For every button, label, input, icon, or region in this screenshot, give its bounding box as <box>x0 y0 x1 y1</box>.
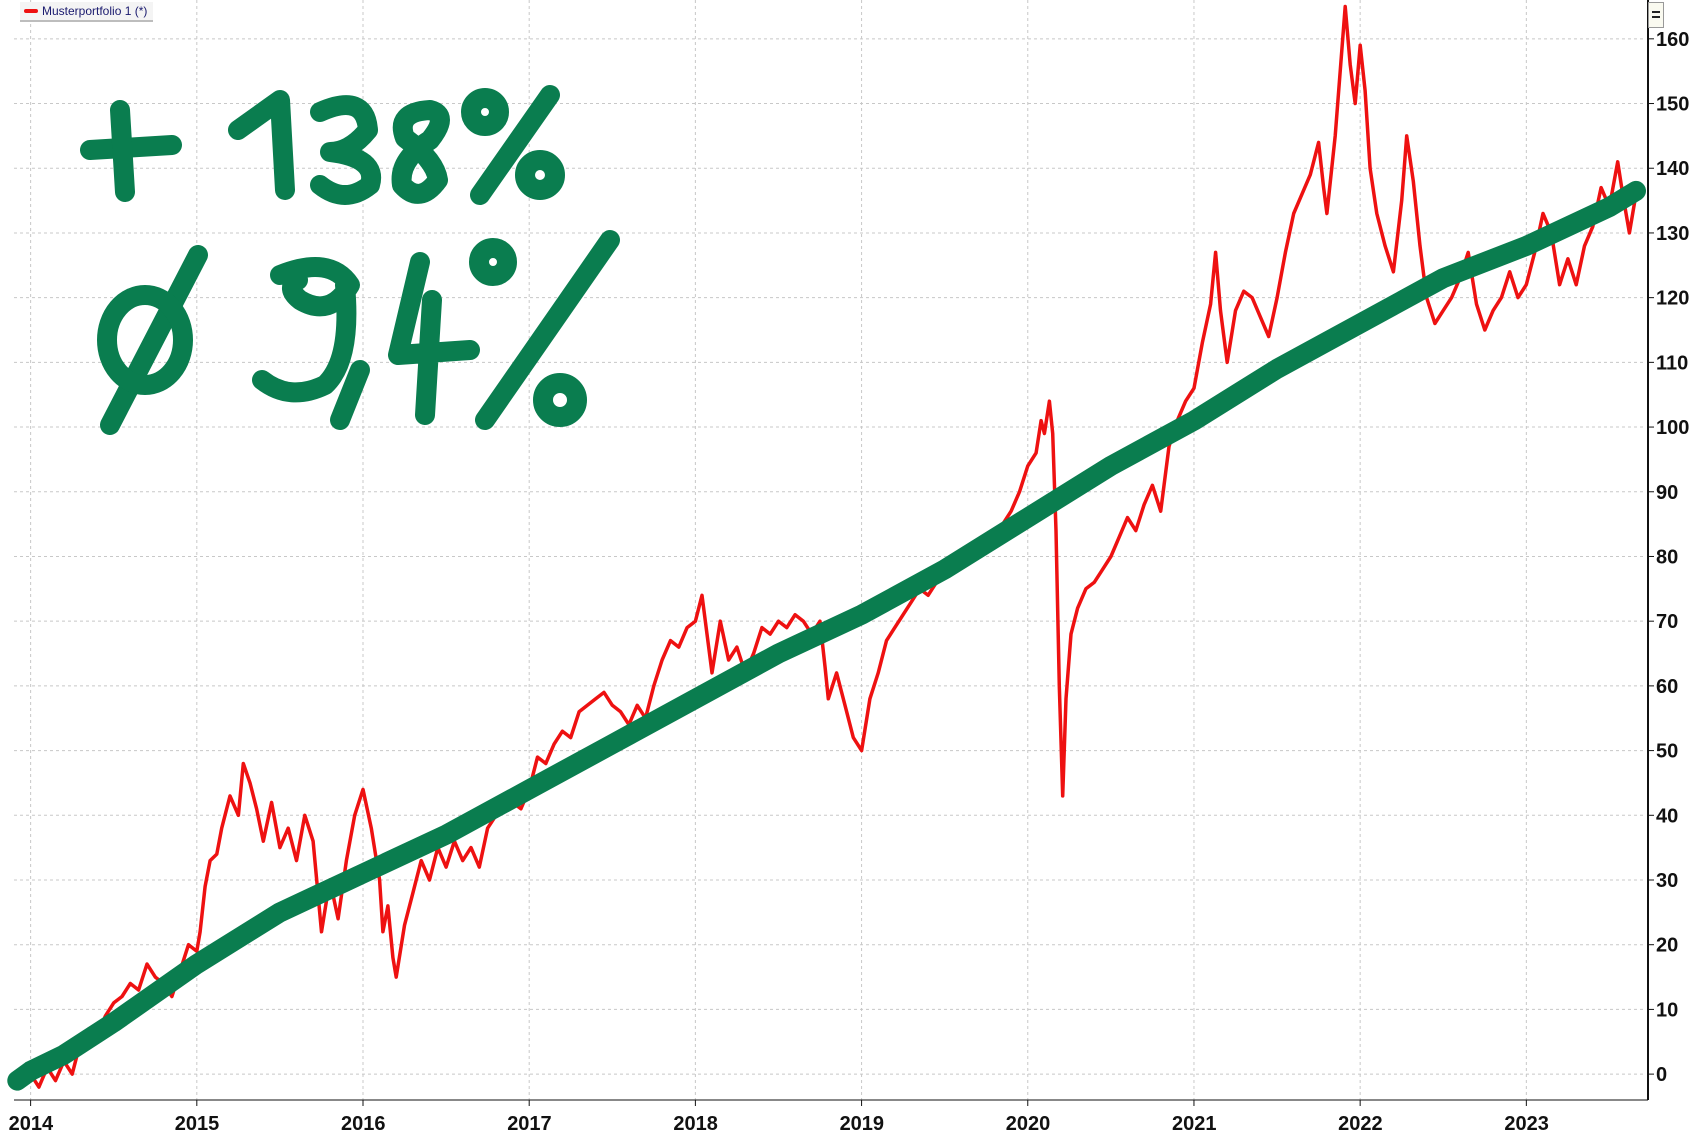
percent-dot-top <box>461 88 509 136</box>
y-tick-label: 80 <box>1656 546 1678 568</box>
digit-9 <box>252 257 360 403</box>
x-tick-label: 2020 <box>1006 1113 1051 1132</box>
y-tick-label: 40 <box>1656 805 1678 827</box>
legend-label: Musterportfolio 1 (*) <box>42 4 148 18</box>
x-tick-label: 2014 <box>9 1113 54 1132</box>
digit-4 <box>388 252 480 425</box>
x-tick-label: 2021 <box>1172 1113 1217 1132</box>
y-tick-label: 140 <box>1656 158 1689 180</box>
percent-slash-2 <box>475 230 620 430</box>
comma <box>330 360 370 430</box>
x-tick-label: 2023 <box>1504 1113 1549 1132</box>
y-tick-label: 60 <box>1656 676 1678 698</box>
handwritten-annotations <box>80 85 620 435</box>
series-line-portfolio <box>20 4 1638 1089</box>
annotation-avg-return <box>97 230 620 435</box>
series <box>7 4 1646 1091</box>
diameter-circle <box>97 285 193 395</box>
x-tick-label: 2017 <box>507 1113 552 1132</box>
x-tick-label: 2019 <box>840 1113 885 1132</box>
menu-icon[interactable] <box>1648 2 1664 28</box>
digit-8 <box>391 100 450 204</box>
x-tick-label: 2015 <box>175 1113 220 1132</box>
digit-1 <box>228 90 295 200</box>
percent-slash <box>470 85 560 205</box>
y-tick-label: 100 <box>1656 417 1689 439</box>
legend-swatch <box>24 9 38 13</box>
y-tick-label: 120 <box>1656 288 1689 310</box>
y-tick-label: 150 <box>1656 94 1689 116</box>
x-tick-label: 2022 <box>1338 1113 1383 1132</box>
percent-dot-bottom-2 <box>533 373 587 427</box>
y-tick-label: 20 <box>1656 935 1678 957</box>
annotation-total-return <box>80 85 565 205</box>
y-tick-label: 130 <box>1656 223 1689 245</box>
percent-dot-top-2 <box>469 238 517 286</box>
y-tick-label: 0 <box>1656 1064 1667 1086</box>
series-line-trend <box>7 180 1646 1091</box>
y-tick-label: 30 <box>1656 870 1678 892</box>
legend: Musterportfolio 1 (*) <box>20 2 154 22</box>
y-tick-label: 10 <box>1656 999 1678 1021</box>
plus-stroke-v <box>110 100 135 202</box>
digit-3 <box>310 95 382 205</box>
percent-dot-bottom <box>515 150 565 200</box>
axes: 0 10 20 30 40 50 60 70 80 90 100 110 120 130 140 150 160… <box>9 0 1689 1132</box>
y-tick-label: 70 <box>1656 611 1678 633</box>
x-tick-label: 2018 <box>673 1113 718 1132</box>
diameter-slash <box>100 245 208 435</box>
y-tick-label: 90 <box>1656 482 1678 504</box>
y-tick-label: 160 <box>1656 29 1689 51</box>
y-tick-label: 110 <box>1656 352 1688 374</box>
x-tick-label: 2016 <box>341 1113 386 1132</box>
y-tick-label: 50 <box>1656 741 1678 763</box>
